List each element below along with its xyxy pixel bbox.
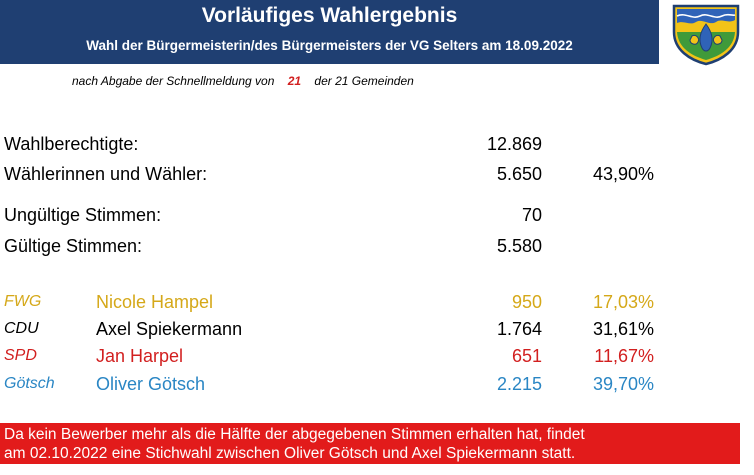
- party-label: FWG: [4, 293, 42, 310]
- candidate-row-spd: SPD Jan Harpel 651 11,67%: [0, 346, 754, 372]
- page-title: Vorläufiges Wahlergebnis: [201, 4, 458, 27]
- candidate-votes: 2.215: [496, 374, 542, 394]
- header-banner: Vorläufiges Wahlergebnis Wahl der Bürger…: [0, 0, 659, 64]
- candidate-row-goetsch: Götsch Oliver Götsch 2.215 39,70%: [0, 374, 754, 400]
- report-note: nach Abgabe der Schnellmeldung von 21 de…: [72, 74, 414, 88]
- eligible-value: 12.869: [486, 134, 542, 154]
- note-suffix: der 21 Gemeinden: [314, 74, 414, 88]
- valid-label: Gültige Stimmen:: [4, 236, 143, 256]
- candidate-votes: 651: [511, 346, 542, 366]
- valid-row: Gültige Stimmen: 5.580: [0, 236, 754, 262]
- eligible-row: Wahlberechtigte: 12.869: [0, 134, 754, 160]
- voters-row: Wählerinnen und Wähler: 5.650 43,90%: [0, 164, 754, 190]
- candidate-row-fwg: FWG Nicole Hampel 950 17,03%: [0, 292, 754, 318]
- runoff-notice-line-2: am 02.10.2022 eine Stichwahl zwischen Ol…: [4, 445, 576, 462]
- candidate-row-cdu: CDU Axel Spiekermann 1.764 31,61%: [0, 319, 754, 345]
- turnout-percent: 43,90%: [592, 164, 654, 184]
- voters-value: 5.650: [496, 164, 542, 184]
- valid-value: 5.580: [496, 236, 542, 256]
- candidate-name: Jan Harpel: [96, 346, 184, 366]
- voters-label: Wählerinnen und Wähler:: [4, 164, 208, 184]
- candidate-votes: 1.764: [496, 319, 542, 339]
- page-subtitle: Wahl der Bürgermeisterin/des Bürgermeist…: [86, 38, 573, 53]
- runoff-notice: Da kein Bewerber mehr als die Hälfte der…: [0, 423, 740, 464]
- coat-of-arms-icon: [672, 4, 740, 66]
- party-label: Götsch: [4, 375, 55, 392]
- candidate-name: Oliver Götsch: [96, 374, 206, 394]
- reported-municipalities-count: 21: [287, 74, 302, 88]
- candidate-name: Axel Spiekermann: [96, 319, 243, 339]
- party-label: SPD: [4, 347, 37, 364]
- runoff-notice-line-1: Da kein Bewerber mehr als die Hälfte der…: [4, 426, 585, 443]
- party-label: CDU: [4, 320, 39, 337]
- candidate-percent: 11,67%: [594, 346, 654, 366]
- invalid-value: 70: [521, 205, 542, 225]
- candidate-percent: 17,03%: [592, 292, 654, 312]
- candidate-percent: 39,70%: [592, 374, 654, 394]
- candidate-votes: 950: [511, 292, 542, 312]
- candidate-percent: 31,61%: [592, 319, 654, 339]
- invalid-label: Ungültige Stimmen:: [4, 205, 162, 225]
- invalid-row: Ungültige Stimmen: 70: [0, 205, 754, 231]
- candidate-name: Nicole Hampel: [96, 292, 214, 312]
- note-prefix: nach Abgabe der Schnellmeldung von: [72, 74, 275, 88]
- eligible-label: Wahlberechtigte:: [4, 134, 139, 154]
